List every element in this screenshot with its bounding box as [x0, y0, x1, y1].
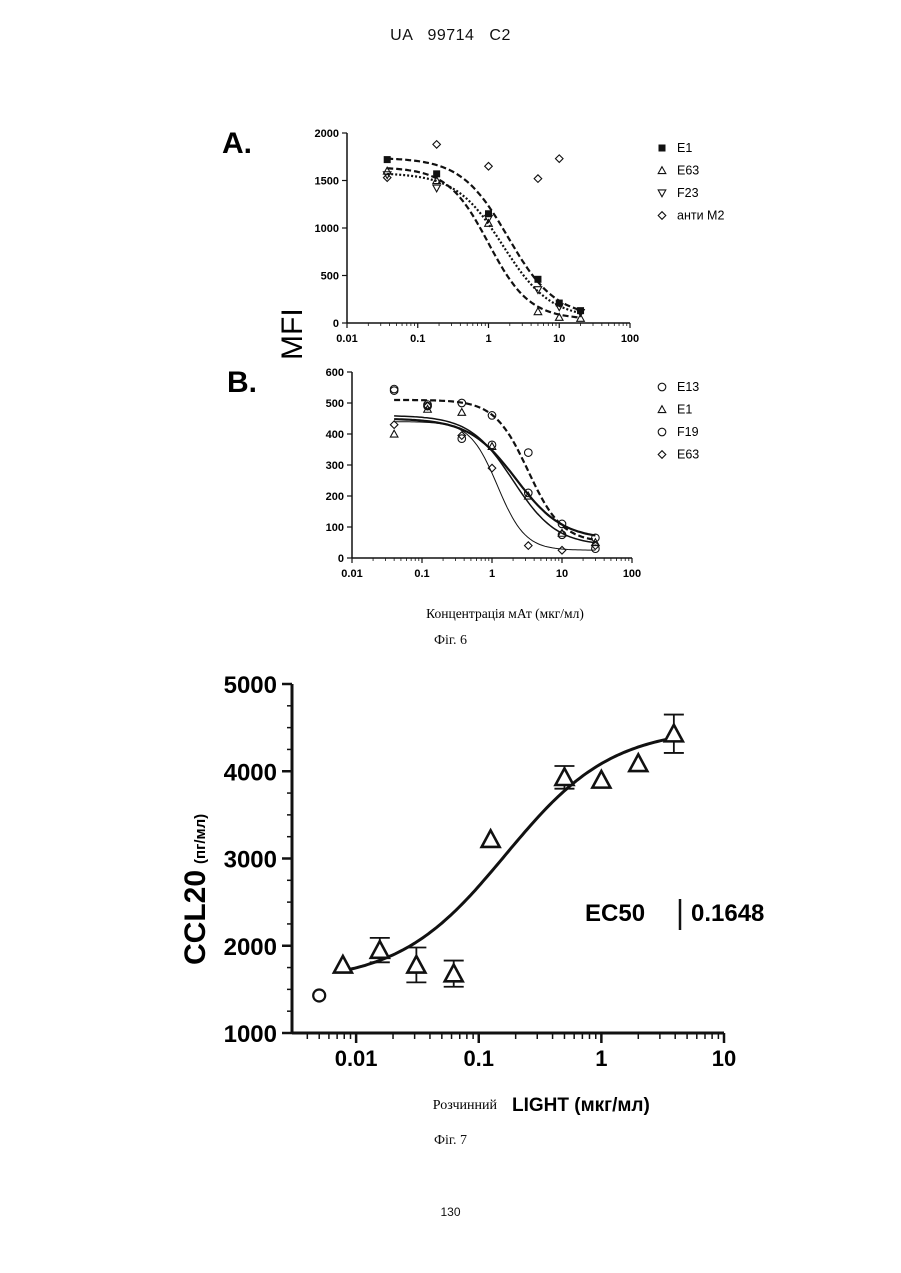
chart-fig7: 1000 2000 3000 4000 5000 0.01 0.1 1 10 EC50 0.1648… — [179, 672, 764, 1116]
data-point — [555, 768, 573, 785]
ec50-value: 0.1648 — [691, 900, 764, 927]
y-axis-label: CCL20(пг/мл) — [179, 814, 212, 965]
x-tick-label: 10 — [712, 1046, 736, 1071]
y-tick-label: 1000 — [224, 1021, 277, 1048]
y-tick-label: 3000 — [224, 847, 277, 874]
data-point — [334, 956, 352, 973]
fit-curve — [343, 738, 674, 971]
data-point — [592, 771, 610, 788]
x-axis-label: LIGHT (мкг/мл) — [512, 1095, 650, 1116]
y-tick-label: 2000 — [224, 934, 277, 961]
data-point — [629, 754, 647, 771]
figure-7-caption: Фіг. 7 — [0, 1133, 901, 1149]
data-point — [665, 725, 683, 742]
y-tick-label: 4000 — [224, 759, 277, 786]
baseline-point — [313, 989, 325, 1001]
x-axis-label-prefix: Розчинний — [433, 1098, 498, 1113]
data-point — [445, 965, 463, 982]
data-point — [407, 956, 425, 973]
data-point — [482, 830, 500, 847]
x-tick-label: 0.01 — [335, 1046, 378, 1071]
page-number: 130 — [0, 1205, 901, 1219]
y-tick-label: 5000 — [224, 672, 277, 699]
x-tick-label: 0.1 — [463, 1046, 494, 1071]
x-tick-label: 1 — [595, 1046, 607, 1071]
data-point — [371, 941, 389, 958]
ec50-label: EC50 — [585, 900, 645, 927]
